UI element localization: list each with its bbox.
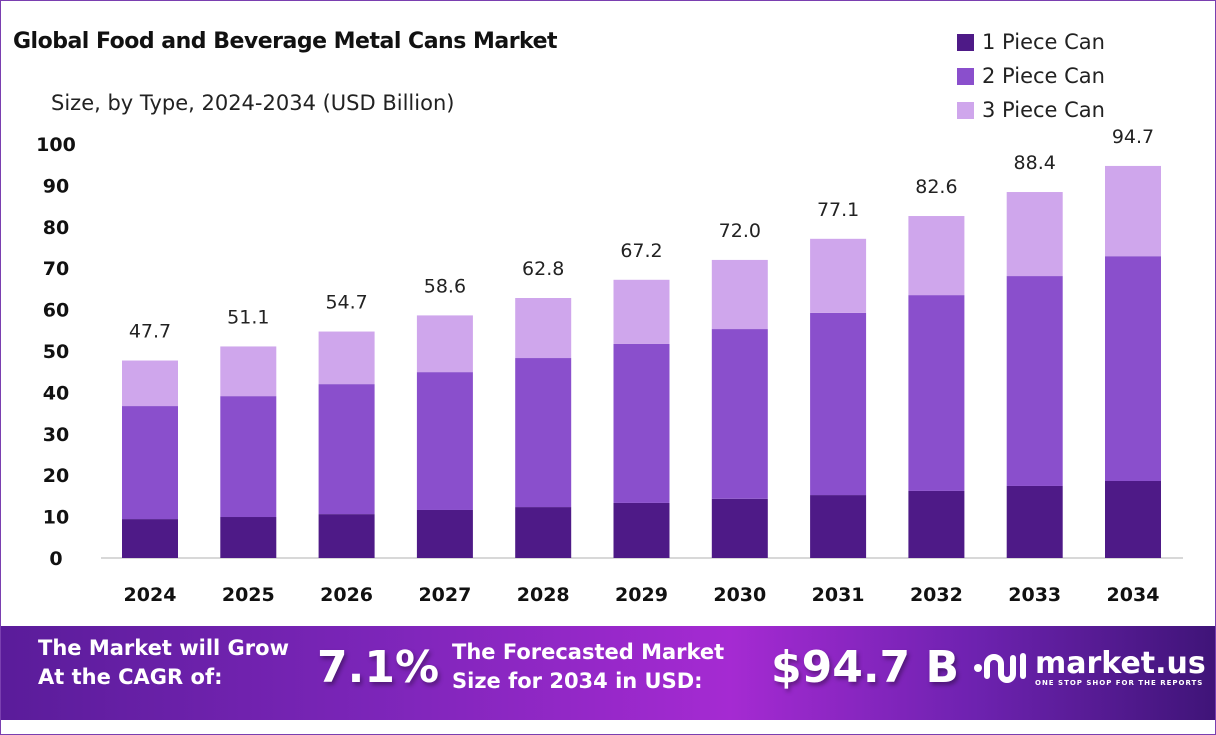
- bar-segment-3-piece-can: [220, 346, 277, 397]
- y-tick-label: 40: [43, 382, 69, 404]
- bar-segment-3-piece-can: [908, 216, 965, 296]
- chart-title: Global Food and Beverage Metal Cans Mark…: [13, 29, 558, 54]
- total-label: 82.6: [915, 176, 957, 198]
- bar-segment-3-piece-can: [318, 331, 375, 385]
- bar-chart: 010203040506070809010047.7202451.1202554…: [36, 126, 1183, 606]
- total-label: 47.7: [129, 321, 171, 343]
- x-tick-label: 2026: [320, 584, 373, 606]
- y-tick-label: 70: [43, 258, 69, 280]
- total-label: 72.0: [719, 220, 761, 242]
- bar-segment-3-piece-can: [613, 279, 670, 344]
- cagr-label: The Market will Grow At the CAGR of:: [38, 634, 289, 692]
- legend-label: 1 Piece Can: [982, 30, 1105, 54]
- bar-segment-2-piece-can: [613, 343, 670, 503]
- bar-segment-1-piece-can: [810, 495, 867, 558]
- y-tick-label: 60: [43, 300, 69, 322]
- total-label: 58.6: [424, 275, 466, 297]
- x-tick-label: 2034: [1107, 584, 1160, 606]
- bar-segment-2-piece-can: [220, 396, 277, 518]
- logo-icon: [974, 653, 1026, 683]
- bar-segment-3-piece-can: [416, 315, 473, 373]
- forecast-label: The Forecasted Market Size for 2034 in U…: [452, 638, 724, 696]
- forecast-label-line1: The Forecasted Market: [452, 640, 725, 664]
- forecast-label-line2: Size for 2034 in USD:: [452, 669, 703, 693]
- bar-segment-2-piece-can: [711, 329, 768, 499]
- legend-label: 3 Piece Can: [982, 98, 1105, 122]
- bar-segment-3-piece-can: [1105, 165, 1161, 257]
- y-tick-label: 100: [36, 134, 76, 156]
- bar-segment-2-piece-can: [1006, 276, 1063, 486]
- bar-segment-3-piece-can: [515, 298, 572, 359]
- logo-tagline: ONE STOP SHOP FOR THE REPORTS: [1035, 679, 1204, 687]
- y-tick-label: 10: [43, 507, 69, 529]
- bar-segment-1-piece-can: [416, 509, 473, 558]
- legend-item-3-piece: 3 Piece Can: [957, 93, 1105, 127]
- x-tick-label: 2029: [615, 584, 668, 606]
- legend-swatch: [957, 33, 974, 51]
- forecast-value: $94.7 B: [771, 642, 960, 693]
- cagr-label-line2: At the CAGR of:: [38, 665, 223, 689]
- total-label: 51.1: [227, 306, 269, 328]
- legend-label: 2 Piece Can: [982, 64, 1105, 88]
- bar-segment-2-piece-can: [908, 295, 965, 491]
- bar-segment-3-piece-can: [1006, 192, 1063, 277]
- bar-segment-3-piece-can: [122, 360, 178, 407]
- bar-segment-1-piece-can: [613, 502, 670, 558]
- total-label: 67.2: [620, 240, 662, 262]
- x-tick-label: 2032: [910, 584, 963, 606]
- legend-swatch: [957, 67, 974, 85]
- bar-segment-2-piece-can: [810, 312, 867, 496]
- logo-name: market.us: [1035, 646, 1206, 681]
- cagr-value: 7.1%: [317, 642, 440, 693]
- legend-swatch: [957, 101, 974, 119]
- y-tick-label: 80: [43, 217, 69, 239]
- total-label: 94.7: [1112, 126, 1154, 148]
- chart-subtitle: Size, by Type, 2024-2034 (USD Billion): [51, 91, 455, 115]
- bar-segment-2-piece-can: [318, 384, 375, 515]
- x-tick-label: 2030: [713, 584, 766, 606]
- x-tick-label: 2028: [517, 584, 570, 606]
- bar-segment-1-piece-can: [908, 490, 965, 558]
- legend-item-2-piece: 2 Piece Can: [957, 59, 1105, 93]
- bar-segment-1-piece-can: [220, 517, 277, 558]
- bar-segment-2-piece-can: [1105, 256, 1161, 481]
- y-tick-label: 50: [43, 341, 69, 363]
- bar-segment-2-piece-can: [515, 358, 572, 508]
- x-tick-label: 2031: [812, 584, 865, 606]
- summary-banner: The Market will Grow At the CAGR of: 7.1…: [1, 626, 1215, 720]
- bar-segment-2-piece-can: [416, 372, 473, 510]
- bar-segment-3-piece-can: [711, 259, 768, 330]
- total-label: 88.4: [1014, 152, 1056, 174]
- bar-segment-1-piece-can: [711, 498, 768, 558]
- total-label: 77.1: [817, 199, 859, 221]
- bar-segment-1-piece-can: [1006, 485, 1063, 558]
- y-tick-label: 0: [49, 548, 62, 570]
- bar-segment-1-piece-can: [515, 507, 572, 558]
- bar-segment-2-piece-can: [122, 406, 178, 520]
- x-tick-label: 2024: [124, 584, 177, 606]
- bar-segment-3-piece-can: [810, 238, 867, 313]
- x-tick-label: 2033: [1008, 584, 1061, 606]
- x-tick-label: 2025: [222, 584, 275, 606]
- legend: 1 Piece Can 2 Piece Can 3 Piece Can: [957, 25, 1105, 127]
- legend-item-1-piece: 1 Piece Can: [957, 25, 1105, 59]
- bar-segment-1-piece-can: [1105, 480, 1161, 558]
- y-tick-label: 20: [43, 465, 69, 487]
- bar-segment-1-piece-can: [318, 514, 375, 558]
- total-label: 62.8: [522, 258, 564, 280]
- y-tick-label: 30: [43, 424, 69, 446]
- bar-segment-1-piece-can: [122, 519, 178, 558]
- x-tick-label: 2027: [418, 584, 471, 606]
- market-us-logo: market.us ONE STOP SHOP FOR THE REPORTS: [973, 646, 1206, 690]
- total-label: 54.7: [325, 292, 367, 314]
- y-tick-label: 90: [43, 175, 69, 197]
- cagr-label-line1: The Market will Grow: [38, 636, 289, 660]
